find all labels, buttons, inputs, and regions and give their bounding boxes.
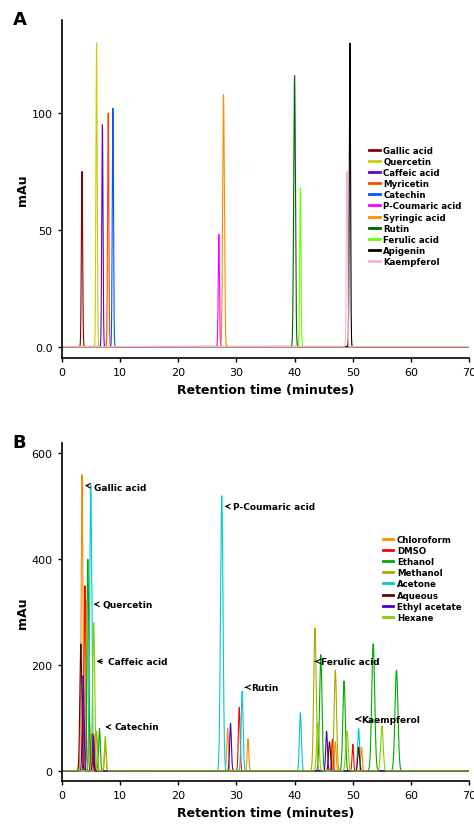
Text: P-Coumaric acid: P-Coumaric acid bbox=[226, 502, 316, 511]
Legend: Gallic acid, Quercetin, Caffeic acid, Myricetin, Catechin, P-Coumaric acid, Syri: Gallic acid, Quercetin, Caffeic acid, My… bbox=[366, 143, 465, 270]
Text: Gallic acid: Gallic acid bbox=[86, 484, 146, 493]
Text: Ferulic acid: Ferulic acid bbox=[315, 657, 379, 666]
Text: A: A bbox=[13, 11, 27, 28]
Text: Rutin: Rutin bbox=[245, 683, 278, 692]
Text: B: B bbox=[13, 433, 27, 452]
Y-axis label: mAu: mAu bbox=[16, 597, 29, 629]
Text: Caffeic acid: Caffeic acid bbox=[98, 657, 168, 666]
X-axis label: Retention time (minutes): Retention time (minutes) bbox=[177, 806, 354, 819]
Y-axis label: mAu: mAu bbox=[16, 174, 29, 205]
Text: Catechin: Catechin bbox=[106, 723, 159, 732]
Legend: Chloroform, DMSO, Ethanol, Methanol, Acetone, Aqueous, Ethyl acetate, Hexane: Chloroform, DMSO, Ethanol, Methanol, Ace… bbox=[380, 532, 465, 625]
Text: Kaempferol: Kaempferol bbox=[356, 715, 420, 724]
X-axis label: Retention time (minutes): Retention time (minutes) bbox=[177, 384, 354, 396]
Text: Quercetin: Quercetin bbox=[95, 600, 153, 609]
